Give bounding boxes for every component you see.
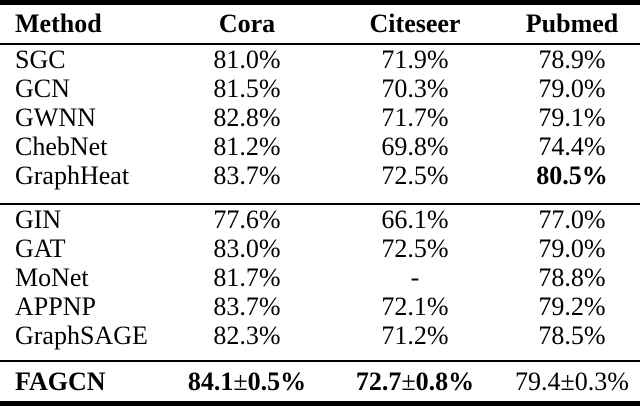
std-value: 0.8%	[415, 366, 475, 396]
table-row-chebnet: ChebNet 81.2% 69.8% 74.4%	[0, 132, 640, 161]
group-separator-rule	[0, 203, 640, 205]
table-row-graphsage: GraphSAGE 82.3% 71.2% 78.5%	[0, 321, 640, 350]
method-cell: MoNet	[15, 263, 89, 292]
column-header-cora: Cora	[218, 9, 276, 38]
table-row-fagcn: FAGCN 84.1±0.5% 72.7±0.8% 79.4±0.3%	[0, 362, 640, 401]
top-rule	[0, 0, 640, 5]
column-header-method: Method	[15, 9, 102, 38]
pubmed-cell: 78.5%	[538, 321, 606, 350]
plus-minus-sign: ±	[401, 366, 416, 396]
pubmed-cell: 79.0%	[538, 74, 606, 103]
pubmed-cell: 78.8%	[538, 263, 606, 292]
citeseer-cell: 66.1%	[381, 205, 449, 234]
mean-value: 79.4	[515, 366, 561, 396]
spectral-methods-group: SGC 81.0% 71.9% 78.9% GCN 81.5% 70.3% 79…	[0, 45, 640, 203]
std-value: 0.5%	[247, 366, 307, 396]
cora-cell: 81.5%	[213, 74, 281, 103]
table-row-appnp: APPNP 83.7% 72.1% 79.2%	[0, 292, 640, 321]
table-row-gat: GAT 83.0% 72.5% 79.0%	[0, 234, 640, 263]
method-cell: SGC	[15, 45, 66, 74]
method-cell: GAT	[15, 234, 66, 263]
column-header-citeseer: Citeseer	[369, 9, 461, 38]
method-cell: FAGCN	[15, 366, 106, 396]
cora-cell: 81.2%	[213, 132, 281, 161]
citeseer-cell: 72.1%	[381, 292, 449, 321]
pubmed-cell: 79.4±0.3%	[504, 367, 640, 397]
method-cell: GIN	[15, 205, 62, 234]
std-value: 0.3%	[574, 366, 629, 396]
method-cell: ChebNet	[15, 132, 108, 161]
citeseer-cell: 72.5%	[381, 161, 449, 190]
table-header-row: Method Cora Citeseer Pubmed	[0, 5, 640, 43]
table-row-sgc: SGC 81.0% 71.9% 78.9%	[0, 45, 640, 74]
cora-cell: 83.0%	[213, 234, 281, 263]
table-row-graphheat: GraphHeat 83.7% 72.5% 80.5%	[0, 161, 640, 190]
cora-cell: 83.7%	[213, 161, 281, 190]
pubmed-cell: 79.2%	[538, 292, 606, 321]
method-cell: GraphHeat	[15, 161, 130, 190]
method-cell: GWNN	[15, 103, 96, 132]
pubmed-cell: 78.9%	[538, 45, 606, 74]
cora-cell-best: 84.1±0.5%	[168, 367, 326, 397]
spatial-methods-group: GIN 77.6% 66.1% 77.0% GAT 83.0% 72.5% 79…	[0, 205, 640, 360]
footer-rule	[0, 360, 640, 362]
mean-value: 84.1	[187, 366, 234, 396]
pubmed-cell: 79.1%	[538, 103, 606, 132]
table-row-gcn: GCN 81.5% 70.3% 79.0%	[0, 74, 640, 103]
plus-minus-sign: ±	[560, 366, 575, 396]
method-cell: APPNP	[15, 292, 96, 321]
citeseer-cell-best: 72.7±0.8%	[326, 367, 504, 397]
bottom-rule	[0, 401, 640, 406]
pubmed-cell: 79.0%	[538, 234, 606, 263]
cora-cell: 82.8%	[213, 103, 281, 132]
citeseer-cell: 70.3%	[381, 74, 449, 103]
cora-cell: 81.0%	[213, 45, 281, 74]
method-cell: GraphSAGE	[15, 321, 148, 350]
plus-minus-sign: ±	[233, 366, 248, 396]
citeseer-cell: 71.2%	[381, 321, 449, 350]
citeseer-cell-dash: -	[410, 263, 420, 292]
citeseer-cell: 71.9%	[381, 45, 449, 74]
pubmed-cell: 74.4%	[538, 132, 606, 161]
citeseer-cell: 72.5%	[381, 234, 449, 263]
table-row-gwnn: GWNN 82.8% 71.7% 79.1%	[0, 103, 640, 132]
citeseer-cell: 69.8%	[381, 132, 449, 161]
citeseer-cell: 71.7%	[381, 103, 449, 132]
method-cell: GCN	[15, 74, 70, 103]
column-header-pubmed: Pubmed	[525, 9, 619, 38]
pubmed-cell-best: 80.5%	[536, 161, 608, 190]
cora-cell: 83.7%	[213, 292, 281, 321]
cora-cell: 77.6%	[213, 205, 281, 234]
header-rule	[0, 43, 640, 45]
table-row-monet: MoNet 81.7% - 78.8%	[0, 263, 640, 292]
mean-value: 72.7	[355, 366, 402, 396]
cora-cell: 81.7%	[213, 263, 281, 292]
pubmed-cell: 77.0%	[538, 205, 606, 234]
table-row-gin: GIN 77.6% 66.1% 77.0%	[0, 205, 640, 234]
cora-cell: 82.3%	[213, 321, 281, 350]
